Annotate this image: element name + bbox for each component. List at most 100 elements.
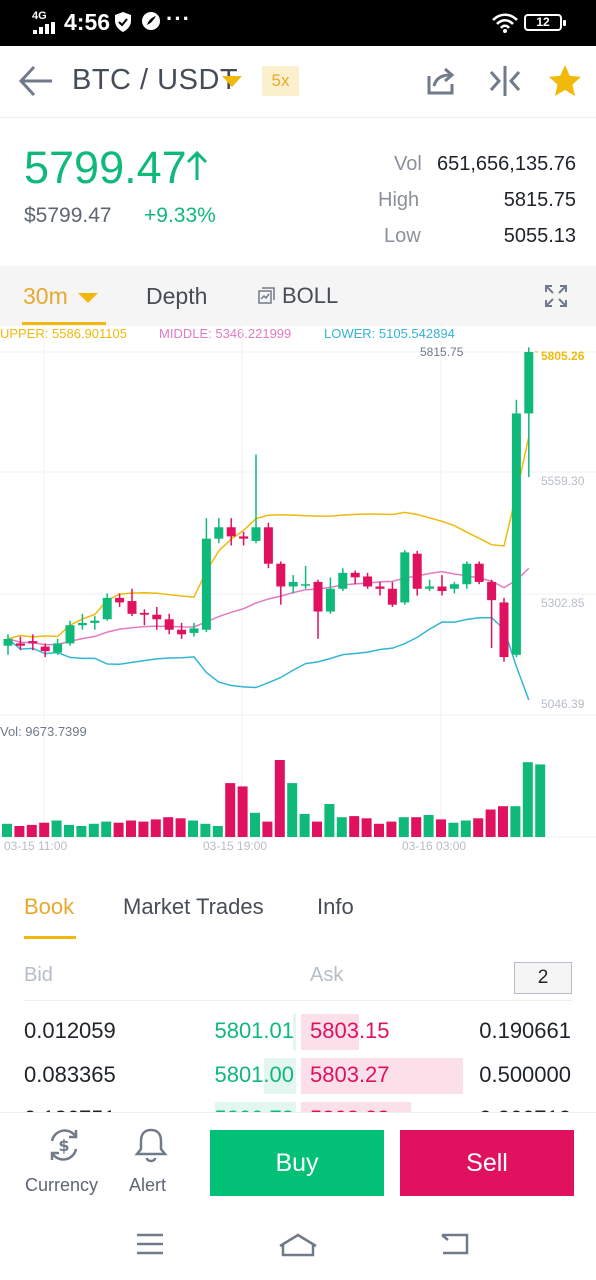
indicator-icon[interactable] [258,287,275,304]
candle-body [449,584,459,589]
fullscreen-icon[interactable] [545,285,567,307]
candle-body [90,620,100,623]
status-bar: 4G 4:56 ··· 12 [0,0,596,46]
collapse-chart-icon[interactable] [488,66,522,96]
candlestick-chart[interactable] [0,326,596,856]
chart-canvas[interactable] [0,326,596,856]
volume-bar [262,821,273,837]
candle-body [127,601,137,614]
leverage-badge[interactable]: 5x [262,66,299,96]
low-label: Low [384,225,421,247]
bid-price: 5801.01 [214,1018,294,1043]
volume-bar [386,821,397,837]
volume-bar [522,762,533,837]
bid-quantity: 0.083365 [24,1062,116,1087]
indicator-selector[interactable]: BOLL [282,283,339,308]
candle-body [102,597,112,620]
candle-body [115,597,125,603]
candle-body [437,586,447,592]
app-notification-icon [142,12,160,30]
interval-dropdown-caret-icon[interactable] [78,293,98,304]
high-label: High [378,189,420,211]
boll-lower-legend: LOWER: 5105.542894 [324,326,455,341]
alert-bell-icon[interactable] [134,1127,168,1163]
candle-body [400,552,410,603]
volume-bar [188,820,198,837]
volume-bar [101,821,112,837]
candle-body [3,638,13,646]
tab-depth[interactable]: Depth [146,283,208,309]
currency-label[interactable]: Currency [25,1175,99,1195]
candle-body [139,612,149,615]
volume-bar [436,819,446,837]
volume-bar [498,806,508,837]
order-book-row[interactable]: 0.012059 5801.01 5803.15 0.190661 [0,1014,596,1050]
depth-precision-selector[interactable]: 2 [514,962,572,994]
time-axis-label: 03-15 19:00 [203,839,268,853]
pair-dropdown-caret-icon[interactable] [222,76,242,88]
tab-info[interactable]: Info [317,894,354,919]
candle-body [387,588,397,605]
volume-bar [39,822,50,837]
volume-bar [163,817,174,837]
back-icon[interactable] [440,1232,470,1256]
network-type: 4G [32,10,47,22]
candle-body [425,586,435,589]
volume-bar [398,817,409,837]
volume-bar [349,816,360,837]
candle-body [15,643,25,646]
trading-pair-title[interactable]: BTC / USDT [72,64,239,96]
candle-body [77,622,87,626]
volume-bar [324,804,335,837]
volume-bar [26,824,37,837]
shield-icon [115,12,131,32]
current-price-tag: 5805.26 [541,349,585,363]
order-book-row[interactable]: 0.083365 5801.00 5803.27 0.500000 [0,1058,596,1094]
volume-bar [299,813,310,837]
volume-value-label: Vol: 9673.7399 [0,724,87,739]
volume-bar [336,817,347,837]
volume-value: 651,656,135.76 [436,153,576,175]
interval-selector[interactable]: 30m [23,283,68,309]
volume-bar [51,820,62,837]
bid-depth-bar [293,1014,296,1050]
volume-bar [361,818,372,837]
currency-icon[interactable]: $ [46,1127,82,1163]
alert-label[interactable]: Alert [129,1175,167,1195]
volume-bar [274,760,285,837]
candle-body [201,538,211,630]
interval-tab-underline [22,322,106,325]
candle-body [375,586,385,589]
tab-market-trades[interactable]: Market Trades [123,894,264,919]
volume-bar [212,826,223,837]
volume-bar [64,824,74,837]
volume-bar [200,823,211,837]
home-icon[interactable] [278,1232,318,1258]
clock: 4:56 [64,9,111,35]
bottom-action-bar: $ Currency Alert Buy Sell [0,1112,596,1210]
boll-lower-line [7,616,530,701]
buy-button[interactable]: Buy [210,1130,384,1196]
volume-bar [510,806,521,837]
boll-upper-line [7,436,530,640]
price-axis-label: 5559.30 [541,474,585,488]
ask-column-header: Ask [310,964,344,986]
bid-price: 5801.00 [214,1062,294,1087]
volume-bar [237,786,248,837]
sell-button[interactable]: Sell [400,1130,574,1196]
back-arrow-icon[interactable] [18,64,54,98]
high-marker-label: 5815.75 [420,345,464,359]
menu-icon[interactable] [136,1232,164,1256]
time-axis-label: 03-16 03:00 [402,839,467,853]
volume-bar [126,820,136,837]
share-icon[interactable] [426,64,456,96]
candle-body [53,643,63,653]
volume-bar [460,820,471,837]
tab-book[interactable]: Book [24,894,75,919]
favorite-star-icon[interactable] [548,64,582,98]
book-divider [24,1000,572,1001]
volume-bar [374,823,384,837]
fiat-price: $5799.47 [24,204,112,227]
bid-quantity: 0.012059 [24,1018,116,1043]
candle-body [350,572,360,578]
